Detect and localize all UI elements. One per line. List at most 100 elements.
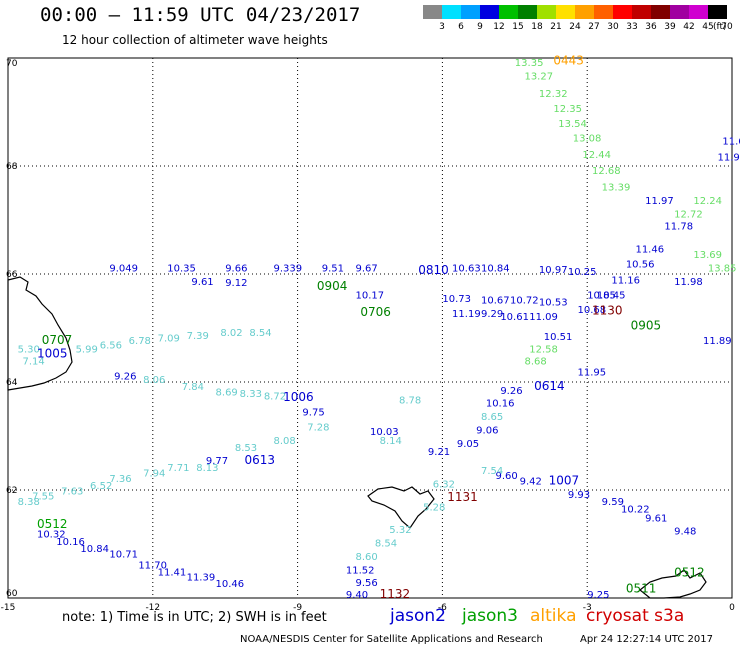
pass-time-label: 0512 xyxy=(37,517,68,531)
wave-height-value: 13.27 xyxy=(524,72,553,83)
wave-height-value: 12.72 xyxy=(674,209,703,220)
wave-height-value: 8.54 xyxy=(249,328,271,339)
legend-swatch xyxy=(613,5,632,19)
legend-label: 42 xyxy=(683,22,695,32)
pass-time-label: 1132 xyxy=(380,587,411,601)
legend-swatch xyxy=(689,5,708,19)
wave-height-value: 7.36 xyxy=(109,474,131,485)
pass-time-label: 1005 xyxy=(37,347,68,361)
wave-height-value: 9.339 xyxy=(273,263,302,274)
legend-label: 27 xyxy=(588,22,600,32)
wave-height-value: 8.08 xyxy=(273,436,295,447)
wave-height-value: 11.95 xyxy=(578,368,607,379)
wave-height-value: 8.60 xyxy=(356,552,378,563)
pass-time-label: 0613 xyxy=(245,453,276,467)
wave-height-value: 11.89 xyxy=(703,336,732,347)
pass-time-label: 0511 xyxy=(626,582,657,596)
satellite-altika: altika xyxy=(530,606,577,626)
legend-swatch xyxy=(651,5,670,19)
wave-height-value: 11.6 xyxy=(722,136,740,147)
wave-height-value: 12.44 xyxy=(582,150,611,161)
wave-height-value: 8.53 xyxy=(235,443,257,454)
wave-height-value: 9.40 xyxy=(346,590,368,601)
pass-time-label: 0905 xyxy=(631,319,662,333)
legend-label: 30 xyxy=(607,22,619,32)
page-title: 00:00 – 11:59 UTC 04/23/2017 xyxy=(40,4,361,26)
legend-swatch xyxy=(442,5,461,19)
wave-height-value: 11.93 xyxy=(718,153,740,164)
footnote: note: 1) Time is in UTC; 2) SWH is in fe… xyxy=(62,610,327,625)
wave-height-value: 8.02 xyxy=(220,328,242,339)
wave-height-value: 12.32 xyxy=(539,89,568,100)
legend-label: 9 xyxy=(477,22,483,32)
lat-tick-label: 62 xyxy=(6,486,17,496)
wave-height-value: 8.14 xyxy=(380,436,402,447)
wave-height-value: 9.93 xyxy=(568,490,590,501)
wave-height-value: 10.22 xyxy=(621,505,650,516)
wave-height-value: 9.61 xyxy=(645,513,667,524)
legend-swatch xyxy=(670,5,689,19)
wave-height-value: 10.56 xyxy=(626,260,655,271)
wave-height-value: 13.69 xyxy=(693,250,722,261)
wave-height-value: 10.03 xyxy=(370,427,399,438)
wave-height-value: 8.13 xyxy=(196,463,218,474)
lat-tick-label: 68 xyxy=(6,162,18,172)
wave-height-value: 8.78 xyxy=(399,396,421,407)
wave-height-value: 13.85 xyxy=(708,263,737,274)
wave-height-value: 10.35 xyxy=(167,263,196,274)
wave-height-value: 10.25 xyxy=(568,267,597,278)
wave-height-value: 11.98 xyxy=(674,277,703,288)
legend-swatch xyxy=(480,5,499,19)
lon-tick-label: -12 xyxy=(145,603,160,613)
wave-height-value: 10.85 xyxy=(587,290,616,301)
legend-label: 18 xyxy=(531,22,543,32)
lon-tick-label: -3 xyxy=(583,603,592,613)
wave-height-value: 9.59 xyxy=(602,497,624,508)
pass-time-label: 0443 xyxy=(553,53,584,67)
legend-label: 36 xyxy=(645,22,657,32)
wave-height-value: 9.77 xyxy=(206,456,228,467)
wave-height-value: 11.39 xyxy=(187,573,216,584)
pass-time-label: 0904 xyxy=(317,279,348,293)
wave-height-value: 10.17 xyxy=(356,290,385,301)
wave-height-value: 7.63 xyxy=(61,486,83,497)
lon-tick-label: -15 xyxy=(1,603,16,613)
lat-tick-label: 66 xyxy=(6,270,18,280)
wave-height-value: 10.67 xyxy=(481,296,510,307)
pass-time-label: 0810 xyxy=(418,263,449,277)
wave-height-value: 11.70 xyxy=(138,560,167,571)
legend-label: 15 xyxy=(512,22,524,32)
legend-swatch xyxy=(594,5,613,19)
wave-height-value: 8.68 xyxy=(524,357,546,368)
wave-height-value: 7.28 xyxy=(307,423,329,434)
wave-height-value: 12.24 xyxy=(693,196,722,207)
wave-height-value: 9.67 xyxy=(356,263,378,274)
legend-swatch xyxy=(556,5,575,19)
wave-height-value: 9.60 xyxy=(495,471,517,482)
wave-height-value: 8.69 xyxy=(216,388,238,399)
wave-height-value: 7.94 xyxy=(143,469,165,480)
pass-time-label: 1131 xyxy=(447,490,478,504)
wave-height-value: 9.049 xyxy=(109,263,138,274)
wave-height-value: 13.08 xyxy=(573,134,602,145)
lat-tick-label: 60 xyxy=(6,589,18,599)
wave-height-value: 10.61 xyxy=(500,312,529,323)
pass-time-label: 0614 xyxy=(534,379,565,393)
wave-height-value: 12.68 xyxy=(592,166,621,177)
coastlines xyxy=(7,276,707,599)
legend-label: 21 xyxy=(550,22,562,32)
legend-swatch xyxy=(461,5,480,19)
wave-height-value: 6.32 xyxy=(433,479,455,490)
wave-height-value: 9.75 xyxy=(302,407,324,418)
wave-height-value: 8.33 xyxy=(240,389,262,400)
satellite-jason3: jason3 xyxy=(462,606,518,626)
wave-height-value: 9.26 xyxy=(500,386,522,397)
faroe-islands xyxy=(367,486,435,529)
color-legend: 3 6 9 12 15 18 21 24 27 30 33 36 39 42 45 70 (ft) xyxy=(423,5,733,35)
legend-swatch xyxy=(423,5,442,19)
wave-height-value: 11.41 xyxy=(158,567,187,578)
wave-height-value: 9.48 xyxy=(674,526,696,537)
wave-height-value: 9.51 xyxy=(322,263,344,274)
wave-height-value: 13.39 xyxy=(602,182,631,193)
legend-label: 70 xyxy=(721,22,733,32)
